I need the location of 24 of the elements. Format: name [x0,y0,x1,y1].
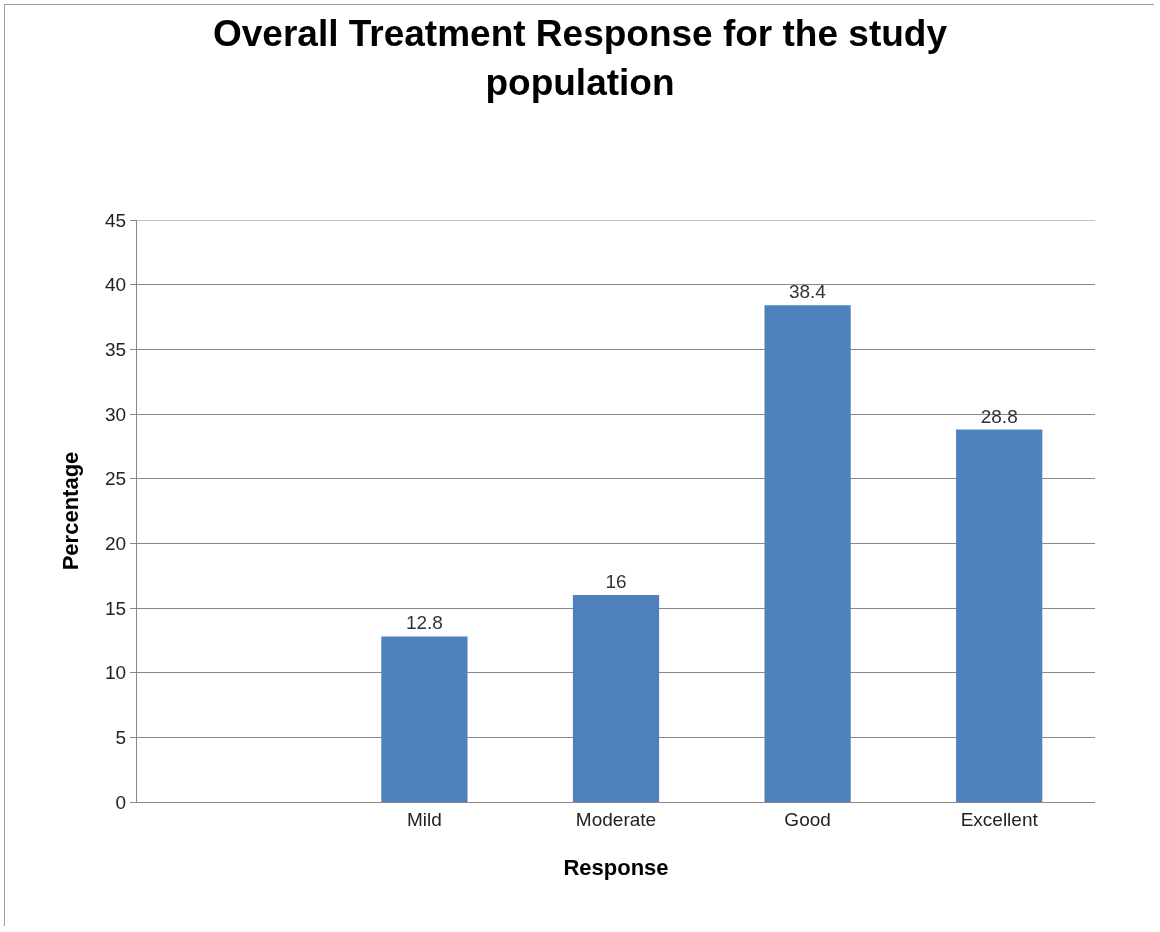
y-tick-label: 10 [105,662,127,684]
y-tick-label: 20 [105,532,127,554]
y-tick-label: 5 [115,726,127,748]
bar [381,636,468,802]
x-tick-label: Mild [406,808,442,830]
y-tick-label: 40 [105,274,127,296]
y-tick-label: 15 [105,597,127,619]
data-label: 16 [605,571,627,593]
y-tick-label: 45 [105,209,127,231]
x-axis-title: Response [563,854,669,880]
y-tick-label: 30 [105,403,127,425]
x-tick-label: Good [784,808,831,830]
x-tick-label: Excellent [960,808,1039,830]
y-tick-label: 25 [105,468,127,490]
data-label: 38.4 [788,281,827,303]
bar [572,595,660,802]
bar [956,429,1043,802]
x-tick-label: Moderate [575,808,657,830]
y-tick-label: 35 [105,338,127,360]
chart-title: Overall Treatment Response for the study population [212,13,948,103]
y-axis-title: Percentage [57,451,83,571]
data-label: 12.8 [405,612,443,634]
y-tick-label: 0 [115,791,127,813]
bar [764,305,851,802]
